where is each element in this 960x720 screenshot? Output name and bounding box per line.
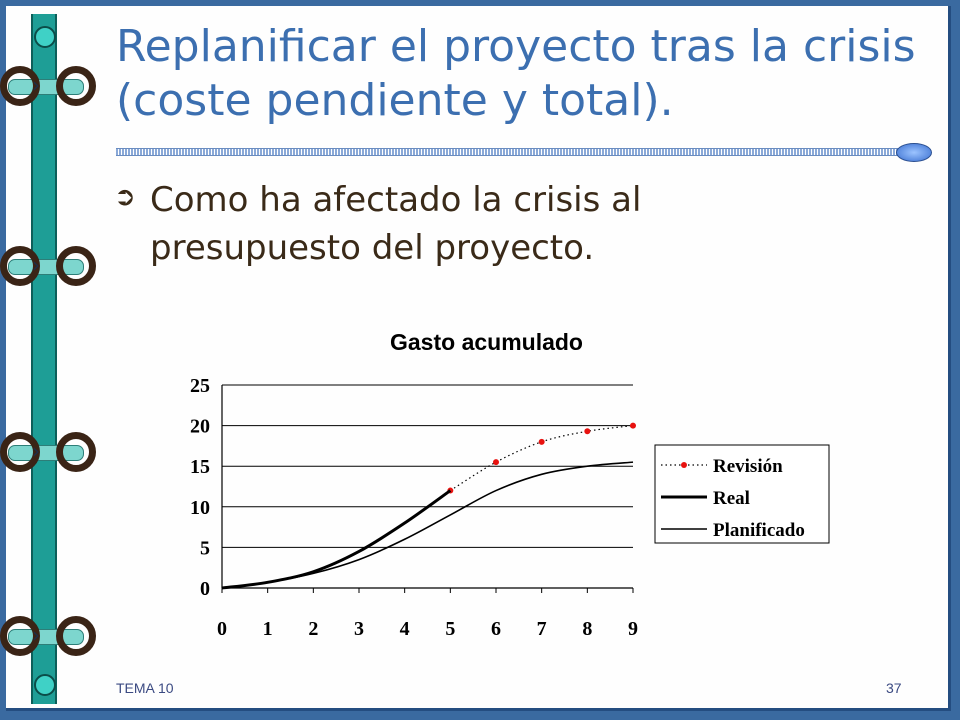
data-point-revisin [538, 438, 545, 445]
data-point-revisin [493, 459, 499, 466]
x-tick-label: 0 [217, 618, 227, 640]
page-number: 37 [886, 680, 902, 696]
chart-legend: Revisión Real Planificado [654, 444, 830, 544]
legend-marker-revisin [681, 462, 687, 468]
series-line-planificado [221, 461, 634, 589]
bullet-text: Como ha afectado la crisis al presupuest… [150, 180, 642, 268]
chart-title: Gasto acumulado [390, 329, 583, 355]
slide-title: Replanificar el proyecto tras la crisis … [116, 21, 916, 126]
binder-ring-icon: › [0, 66, 96, 106]
binder-ring-icon: › [0, 616, 96, 656]
legend-label-real: Real [713, 488, 750, 509]
line-chart: Gasto acumulado 0 5 10 15 20 25 0 1 2 3 4 5 6 7 8 9 Rev… [190, 329, 830, 640]
legend-label-revisin: Revisión [713, 456, 783, 477]
title-underline [116, 148, 906, 156]
y-tick-label: 15 [190, 456, 210, 478]
chart-axes [221, 385, 634, 593]
x-tick-label: 6 [491, 618, 501, 640]
underline-knob-icon [896, 143, 932, 162]
binder-ring-icon: › [0, 246, 96, 286]
arrow-right-icon: ➲ [114, 182, 136, 212]
x-tick-label: 7 [537, 618, 547, 640]
y-tick-label: 5 [200, 537, 210, 559]
data-point-revisin [584, 428, 591, 435]
chart-ticks: 0 5 10 15 20 25 0 1 2 3 4 5 6 7 8 9 [190, 375, 638, 640]
notebook-page [6, 6, 951, 711]
notebook-spine [31, 14, 57, 704]
data-point-revisin [630, 422, 636, 429]
chart-series [221, 422, 636, 590]
y-tick-label: 20 [190, 416, 210, 438]
x-tick-label: 8 [582, 618, 592, 640]
series-line-revisin [450, 425, 634, 492]
footer-left: TEMA 10 [116, 680, 174, 696]
rivet-icon [34, 674, 56, 696]
chart-grid [222, 384, 633, 548]
y-tick-label: 25 [190, 375, 210, 397]
y-tick-label: 0 [200, 578, 210, 600]
x-tick-label: 4 [400, 618, 410, 640]
x-tick-label: 3 [354, 618, 364, 640]
x-tick-label: 9 [628, 618, 638, 640]
rivet-icon [34, 26, 56, 48]
x-tick-label: 5 [445, 618, 455, 640]
y-tick-label: 10 [190, 497, 210, 519]
x-tick-label: 1 [263, 618, 273, 640]
legend-label-planificado: Planificado [713, 520, 805, 541]
binder-ring-icon: › [0, 432, 96, 472]
x-tick-label: 2 [308, 618, 318, 640]
legend-box [654, 444, 830, 544]
series-line-real [221, 489, 452, 590]
